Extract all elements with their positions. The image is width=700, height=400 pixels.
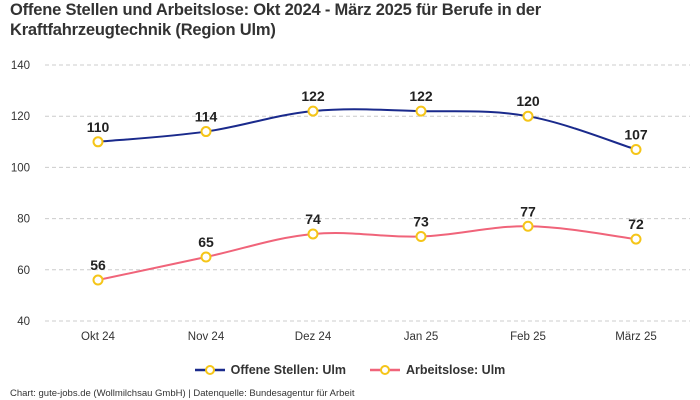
legend-label: Arbeitslose: Ulm	[405, 363, 506, 377]
y-tick-label: 60	[17, 265, 30, 277]
data-point	[415, 231, 427, 243]
series-line	[97, 108, 637, 151]
y-tick-label: 40	[17, 316, 30, 328]
data-label: 74	[305, 211, 321, 227]
x-tick-label: Nov 24	[188, 331, 225, 343]
data-point	[630, 143, 642, 155]
data-point	[200, 126, 212, 138]
data-label: 114	[195, 109, 218, 125]
data-label: 77	[520, 203, 536, 219]
data-label: 107	[624, 126, 648, 142]
data-point	[630, 233, 642, 245]
data-point	[92, 274, 104, 286]
data-point	[522, 110, 534, 122]
legend-marker-icon	[194, 365, 225, 375]
data-point	[200, 251, 212, 263]
y-tick-label: 80	[17, 214, 30, 226]
data-label: 122	[301, 88, 325, 104]
legend-label: Offene Stellen: Ulm	[230, 363, 346, 377]
data-label: 120	[516, 93, 540, 109]
x-tick-label: Jan 25	[404, 331, 439, 343]
legend-marker-icon	[369, 365, 400, 375]
series-line	[97, 225, 637, 282]
data-label: 122	[409, 88, 433, 104]
y-tick-label: 120	[11, 111, 30, 123]
x-tick-label: Feb 25	[510, 331, 546, 343]
data-label: 72	[628, 216, 644, 232]
legend-item[interactable]: Offene Stellen: Ulm	[194, 363, 346, 377]
data-point	[307, 105, 319, 117]
legend-item[interactable]: Arbeitslose: Ulm	[369, 363, 506, 377]
data-point	[522, 220, 534, 232]
data-label: 56	[90, 257, 106, 273]
x-tick-label: Okt 24	[81, 331, 115, 343]
x-tick-label: Dez 24	[295, 331, 332, 343]
chart-title: Offene Stellen und Arbeitslose: Okt 2024…	[10, 1, 541, 39]
y-tick-label: 140	[11, 60, 30, 72]
data-point	[307, 228, 319, 240]
legend: Offene Stellen: Ulm Arbeitslose: Ulm	[0, 363, 700, 377]
chart-plot: 40 60 80 100 120 140 Okt 24 Nov 24 Dez 24 Jan 25 F…	[11, 60, 690, 343]
footer-source: Chart: gute-jobs.de (Wollmilchsau GmbH) …	[10, 388, 355, 399]
x-tick-label: März 25	[615, 331, 657, 343]
data-label: 65	[198, 234, 214, 250]
data-point	[415, 105, 427, 117]
data-label: 110	[87, 119, 110, 135]
data-label: 73	[413, 214, 429, 230]
data-point	[92, 136, 104, 148]
y-tick-label: 100	[11, 162, 30, 174]
